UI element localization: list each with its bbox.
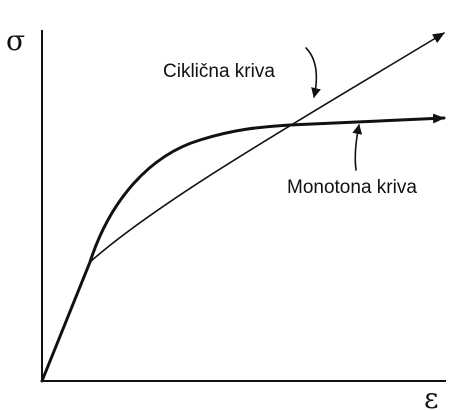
pointer [305,47,321,98]
monotonic-curve-label: Monotona kriva [287,177,417,198]
cyclic-curve [41,32,445,382]
x-axis-label: ε [424,382,439,410]
y-axis-label: σ [6,24,25,57]
monotonic-curve [40,113,446,383]
cyclic-curve-label: Ciklična kriva [163,61,275,82]
pointer [352,124,363,171]
